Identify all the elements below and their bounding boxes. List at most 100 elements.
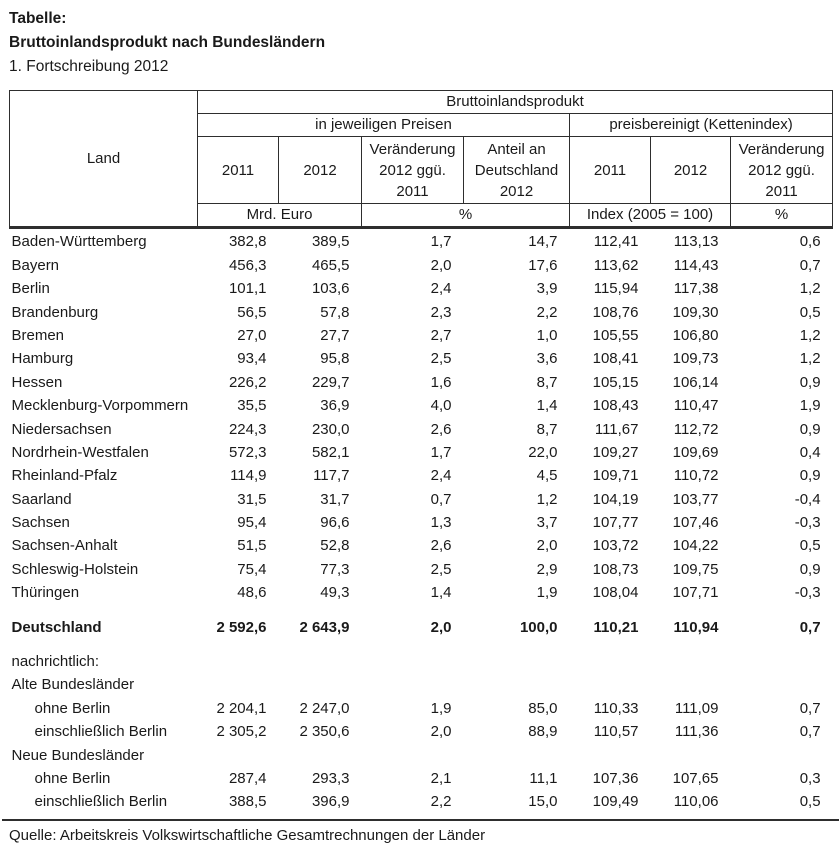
row-label: ohne Berlin bbox=[34, 699, 111, 717]
cell-value: 110,57 bbox=[593, 723, 639, 741]
cell-value: 108,73 bbox=[592, 560, 639, 578]
table-row: Rheinland-Pfalz 114,9 117,7 2,4 4,5 109,71 110… bbox=[10, 463, 833, 486]
cell-value: 56,5 bbox=[237, 303, 267, 321]
cell-value: 1,9 bbox=[430, 699, 452, 717]
cell-value: 0,7 bbox=[799, 699, 821, 717]
cell-value: 103,77 bbox=[672, 490, 719, 508]
row-label: Niedersachsen bbox=[11, 420, 112, 438]
cell-value bbox=[731, 638, 833, 672]
cell-value: 1,4 bbox=[430, 584, 452, 602]
row-label: Hamburg bbox=[11, 350, 74, 368]
cell-value: 1,9 bbox=[536, 584, 558, 602]
table-row: nachrichtlich: bbox=[10, 638, 833, 672]
table-row: Sachsen-Anhalt 51,5 52,8 2,6 2,0 103,72 104,22… bbox=[10, 533, 833, 556]
cell-value: 112,41 bbox=[593, 233, 639, 251]
cell-value: 114,9 bbox=[230, 467, 267, 485]
cell-value: 1,2 bbox=[799, 350, 821, 368]
cell-value: 2,0 bbox=[430, 618, 452, 636]
table-row: Saarland 31,5 31,7 0,7 1,2 104,19 103,77 -0,4 bbox=[10, 486, 833, 509]
table-row: Deutschland 2 592,6 2 643,9 2,0 100,0 110,21 1… bbox=[10, 603, 833, 637]
cell-value: 100,0 bbox=[519, 618, 558, 636]
cell-value: 2,3 bbox=[430, 303, 452, 321]
cell-value: 114,43 bbox=[673, 256, 719, 274]
cell-value: -0,3 bbox=[794, 514, 821, 532]
table-row: Brandenburg 56,5 57,8 2,3 2,2 108,76 109,30 0,5 bbox=[10, 299, 833, 322]
cell-value: 8,7 bbox=[536, 420, 558, 438]
cell-value bbox=[731, 672, 833, 695]
cell-value bbox=[362, 638, 464, 672]
cell-value: 4,5 bbox=[536, 467, 558, 485]
cell-value bbox=[570, 638, 651, 672]
cell-value: 103,72 bbox=[592, 537, 639, 555]
cell-value: 2,0 bbox=[430, 723, 452, 741]
cell-value: 582,1 bbox=[311, 443, 350, 461]
cell-value: 104,19 bbox=[592, 490, 639, 508]
cell-value: 109,49 bbox=[592, 793, 639, 811]
cell-value: 88,9 bbox=[528, 723, 558, 741]
cell-value bbox=[362, 672, 464, 695]
row-label: Bremen bbox=[11, 326, 65, 344]
col-header-land: Land bbox=[9, 90, 198, 229]
table-row: einschließlich Berlin 388,5 396,9 2,2 15,0 10… bbox=[10, 789, 833, 812]
cell-value: 105,15 bbox=[592, 373, 639, 391]
cell-value: 1,2 bbox=[799, 280, 821, 298]
cell-value: 110,94 bbox=[673, 618, 719, 636]
cell-value: 117,7 bbox=[313, 467, 350, 485]
cell-value: 109,30 bbox=[672, 303, 719, 321]
row-label: Deutschland bbox=[11, 618, 102, 636]
row-label: Nordrhein-Westfalen bbox=[11, 443, 149, 461]
cell-value: 2,5 bbox=[430, 560, 452, 578]
cell-value: 107,46 bbox=[672, 514, 719, 532]
cell-value: 110,72 bbox=[673, 467, 719, 485]
cell-value bbox=[651, 638, 731, 672]
cell-value: 396,9 bbox=[311, 793, 350, 811]
cell-value: 8,7 bbox=[536, 373, 558, 391]
row-label: Neue Bundesländer bbox=[11, 746, 145, 764]
cell-value: 382,8 bbox=[228, 233, 267, 251]
table-row: Hamburg 93,4 95,8 2,5 3,6 108,41 109,73 1,2 bbox=[10, 346, 833, 369]
cell-value: 109,69 bbox=[672, 443, 719, 461]
row-label: Berlin bbox=[11, 280, 50, 298]
table-row: Bayern 456,3 465,5 2,0 17,6 113,62 114,43 0,7 bbox=[10, 252, 833, 275]
cell-value: 17,6 bbox=[528, 256, 558, 274]
cell-value: 36,9 bbox=[320, 397, 350, 415]
table-row: Nordrhein-Westfalen 572,3 582,1 1,7 22,0 109,… bbox=[10, 440, 833, 463]
cell-value: 103,6 bbox=[311, 280, 350, 298]
cell-value: 224,3 bbox=[228, 420, 267, 438]
table-row: Neue Bundesländer bbox=[10, 742, 833, 765]
cell-value: 388,5 bbox=[228, 793, 267, 811]
cell-value bbox=[279, 638, 362, 672]
page-title: Bruttoinlandsprodukt nach Bundesländern bbox=[9, 34, 326, 51]
cell-value: 0,7 bbox=[430, 490, 452, 508]
row-label: Sachsen bbox=[11, 514, 70, 532]
table-row: einschließlich Berlin 2 305,2 2 350,6 2,0 88… bbox=[10, 719, 833, 742]
cell-value: 0,6 bbox=[799, 233, 821, 251]
cell-value: 75,4 bbox=[237, 560, 267, 578]
cell-value bbox=[731, 742, 833, 765]
cell-value: 2 592,6 bbox=[216, 618, 267, 636]
cell-value bbox=[570, 672, 651, 695]
table-header: Land Bruttoinlandsprodukt in jeweiligen … bbox=[9, 90, 834, 229]
cell-value: 226,2 bbox=[228, 373, 267, 391]
cell-value: 1,3 bbox=[430, 514, 452, 532]
cell-value: 456,3 bbox=[228, 256, 267, 274]
cell-value: 85,0 bbox=[528, 699, 558, 717]
cell-value: 0,5 bbox=[799, 303, 821, 321]
cell-value: 52,8 bbox=[320, 537, 350, 555]
table-row: ohne Berlin 2 204,1 2 247,0 1,9 85,0 110,33 11… bbox=[10, 695, 833, 718]
cell-value: 2,7 bbox=[430, 326, 452, 344]
unit-percent-right: % bbox=[729, 203, 834, 229]
cell-value: 77,3 bbox=[320, 560, 350, 578]
cell-value: 107,77 bbox=[592, 514, 639, 532]
cell-value: 0,9 bbox=[799, 420, 821, 438]
cell-value: 1,2 bbox=[536, 490, 558, 508]
cell-value: 109,27 bbox=[592, 443, 639, 461]
cell-value: 31,7 bbox=[320, 490, 350, 508]
cell-value: 57,8 bbox=[320, 303, 350, 321]
table-kicker: Tabelle: bbox=[9, 10, 67, 27]
cell-value: 2 643,9 bbox=[299, 618, 350, 636]
cell-value: 0,9 bbox=[799, 467, 821, 485]
cell-value: 109,71 bbox=[592, 467, 639, 485]
cell-value: 35,5 bbox=[237, 397, 267, 415]
cell-value bbox=[198, 638, 279, 672]
